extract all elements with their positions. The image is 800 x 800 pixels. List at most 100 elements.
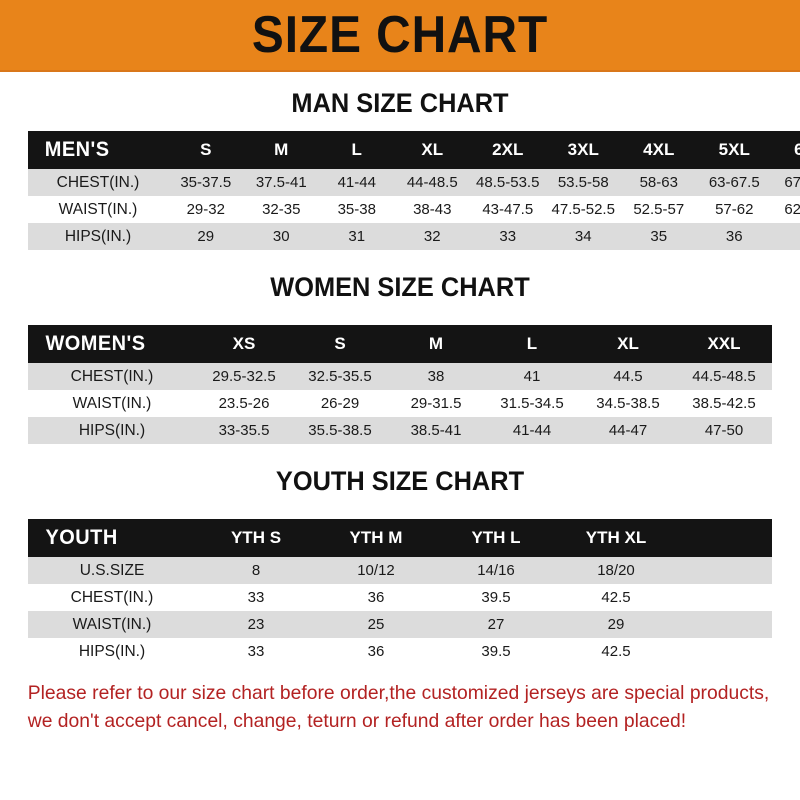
women-hips-l: 41-44 xyxy=(512,422,552,439)
youth-ussize-l: 14/16 xyxy=(477,562,515,579)
youth-size-table: YOUTH YTH S YTH M YTH L YTH XL U.S.SIZE … xyxy=(28,519,772,665)
youth-hips-m: 36 xyxy=(367,643,385,660)
women-hips-xl: 44-47 xyxy=(608,422,648,439)
youth-header-row: YOUTH YTH S YTH M YTH L YTH XL xyxy=(28,519,772,557)
women-size-table: WOMEN'S XS S M L XL XXL CHEST(IN.) 29.5-… xyxy=(28,325,772,444)
table-row: U.S.SIZE 8 10/12 14/16 18/20 xyxy=(28,557,772,584)
women-waist-xs: 23.5-26 xyxy=(218,395,270,412)
men-hips-s: 29 xyxy=(197,228,215,245)
women-chest-l: 41 xyxy=(523,368,541,385)
table-row: CHEST(IN.) 33 36 39.5 42.5 xyxy=(28,584,772,611)
men-waist-4xl: 52.5-57 xyxy=(633,201,685,218)
men-chest-3xl: 53.5-58 xyxy=(557,174,609,191)
men-col-header-l: L xyxy=(351,140,362,159)
women-row-label-waist: WAIST(IN.) xyxy=(72,394,152,412)
youth-chest-s: 33 xyxy=(247,589,265,606)
youth-col-header-xl: YTH XL xyxy=(585,528,647,547)
women-section-heading: WOMEN SIZE CHART xyxy=(270,272,530,302)
women-waist-m: 29-31.5 xyxy=(410,395,462,412)
men-chest-xl: 44-48.5 xyxy=(406,174,458,191)
men-chest-6xl: 67.5-72 xyxy=(784,174,800,191)
men-hips-m: 30 xyxy=(272,228,290,245)
men-hips-2xl: 33 xyxy=(499,228,517,245)
youth-col-header-s: YTH S xyxy=(230,528,282,547)
men-row-label-hips: HIPS(IN.) xyxy=(64,227,132,245)
women-chest-xs: 29.5-32.5 xyxy=(212,368,276,385)
men-waist-5xl: 57-62 xyxy=(715,201,754,218)
women-hips-m: 38.5-41 xyxy=(410,422,462,439)
men-waist-m: 32-35 xyxy=(262,201,301,218)
youth-waist-s: 23 xyxy=(247,616,265,633)
youth-waist-l: 27 xyxy=(487,616,505,633)
men-waist-3xl: 47.5-52.5 xyxy=(551,201,615,218)
women-chest-xxl: 44.5-48.5 xyxy=(692,368,756,385)
women-row-label-hips: HIPS(IN.) xyxy=(78,421,146,439)
women-col-header-xs: XS xyxy=(232,334,256,353)
men-chest-2xl: 48.5-53.5 xyxy=(476,174,540,191)
youth-row-label-us-size: U.S.SIZE xyxy=(79,561,145,579)
women-table-head: WOMEN'S XS S M L XL XXL xyxy=(28,325,772,363)
men-row-label-chest: CHEST(IN.) xyxy=(56,173,140,191)
disclaimer-line-1: Please refer to our size chart before or… xyxy=(27,682,770,704)
youth-hips-l: 39.5 xyxy=(481,643,511,660)
youth-row-label-waist: WAIST(IN.) xyxy=(72,615,152,633)
men-waist-xl: 38-43 xyxy=(413,201,452,218)
men-waist-l: 35-38 xyxy=(337,201,376,218)
men-col-header-2xl: 2XL xyxy=(492,140,524,159)
youth-row-label-hips: HIPS(IN.) xyxy=(78,642,146,660)
men-col-header-m: M xyxy=(274,140,289,159)
youth-ussize-xl: 18/20 xyxy=(597,562,635,579)
youth-col-header-l: YTH L xyxy=(471,528,521,547)
spacer xyxy=(0,119,800,131)
page-title: SIZE CHART xyxy=(251,6,549,64)
women-chest-xl: 44.5 xyxy=(613,368,643,385)
women-hips-s: 35.5-38.5 xyxy=(308,422,372,439)
men-col-header-3xl: 3XL xyxy=(567,140,599,159)
spacer xyxy=(0,250,800,272)
table-row: HIPS(IN.) 29 30 31 32 33 34 35 36 37 xyxy=(28,223,800,250)
spacer xyxy=(0,72,800,88)
table-row: CHEST(IN.) 35-37.5 37.5-41 41-44 44-48.5… xyxy=(28,169,800,196)
men-col-header-6xl: 6XL xyxy=(794,140,800,159)
page-banner: SIZE CHART xyxy=(0,0,800,72)
women-col-header-s: S xyxy=(334,334,346,353)
youth-header-filler xyxy=(676,519,772,557)
youth-table-body: U.S.SIZE 8 10/12 14/16 18/20 CHEST(IN.) … xyxy=(28,557,772,665)
men-waist-2xl: 43-47.5 xyxy=(482,201,534,218)
women-row-label-chest: CHEST(IN.) xyxy=(70,367,154,385)
women-waist-xl: 34.5-38.5 xyxy=(596,395,660,412)
women-table-body: CHEST(IN.) 29.5-32.5 32.5-35.5 38 41 44.… xyxy=(28,363,772,444)
youth-ussize-m: 10/12 xyxy=(357,562,395,579)
women-waist-s: 26-29 xyxy=(320,395,360,412)
women-col-header-xxl: XXL xyxy=(707,334,741,353)
men-hips-xl: 32 xyxy=(423,228,441,245)
men-row-label-waist: WAIST(IN.) xyxy=(58,200,138,218)
men-chest-s: 35-37.5 xyxy=(180,174,232,191)
men-hips-3xl: 34 xyxy=(574,228,592,245)
men-chest-4xl: 58-63 xyxy=(639,174,678,191)
men-table-head: MEN'S S M L XL 2XL 3XL 4XL 5XL 6XL xyxy=(28,131,800,169)
spacer xyxy=(0,497,800,519)
table-row: HIPS(IN.) 33 36 39.5 42.5 xyxy=(28,638,772,665)
spacer xyxy=(0,444,800,466)
youth-hips-s: 33 xyxy=(247,643,265,660)
men-col-header-s: S xyxy=(200,140,212,159)
women-header-row: WOMEN'S XS S M L XL XXL xyxy=(28,325,772,363)
youth-ussize-s: 8 xyxy=(251,562,261,579)
men-col-header-4xl: 4XL xyxy=(643,140,675,159)
women-col-header-l: L xyxy=(526,334,538,353)
women-waist-xxl: 38.5-42.5 xyxy=(692,395,756,412)
table-row: HIPS(IN.) 33-35.5 35.5-38.5 38.5-41 41-4… xyxy=(28,417,772,444)
men-hips-5xl: 36 xyxy=(725,228,743,245)
youth-row-filler xyxy=(676,584,772,611)
youth-waist-xl: 29 xyxy=(607,616,625,633)
women-col-header-m: M xyxy=(428,334,444,353)
men-hips-4xl: 35 xyxy=(650,228,668,245)
women-chest-s: 32.5-35.5 xyxy=(308,368,372,385)
women-waist-l: 31.5-34.5 xyxy=(500,395,564,412)
women-hips-xxl: 47-50 xyxy=(704,422,744,439)
youth-row-filler xyxy=(676,638,772,665)
youth-row-filler xyxy=(676,611,772,638)
youth-section-heading: YOUTH SIZE CHART xyxy=(275,466,525,496)
